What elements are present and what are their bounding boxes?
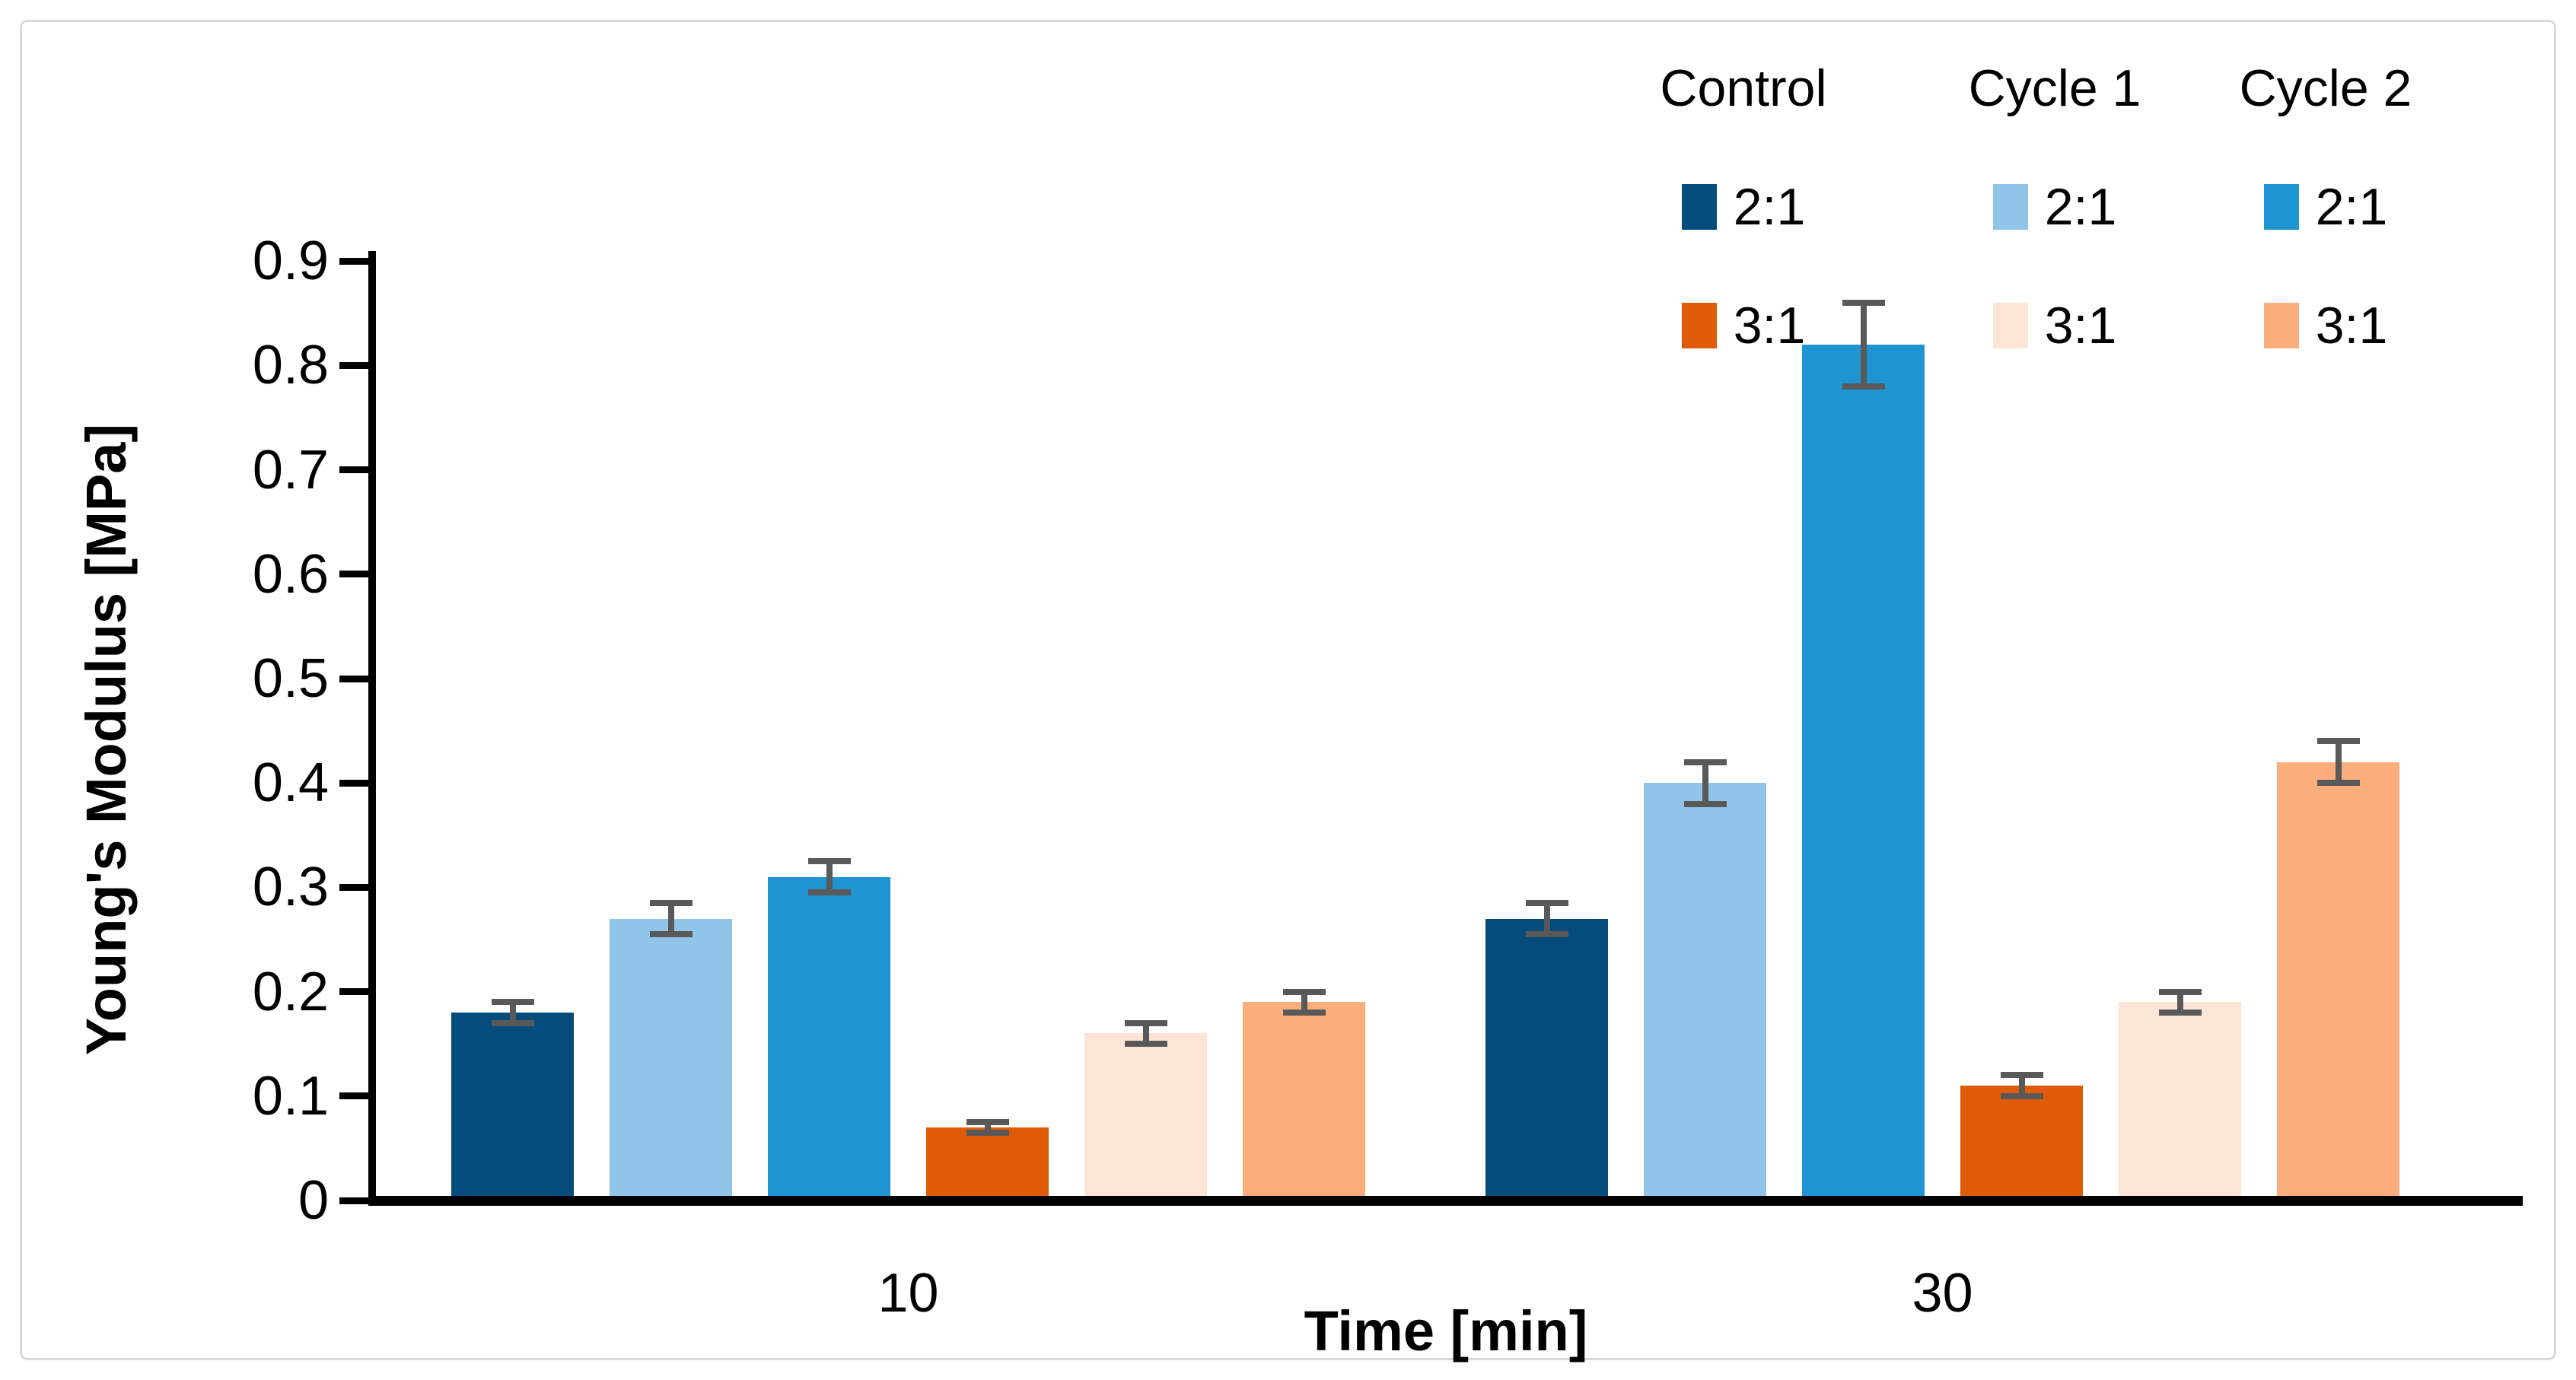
x-axis-title: Time [min] <box>1304 1299 1588 1363</box>
legend-column: Cycle 2 2:1 3:1 <box>2189 53 2463 361</box>
legend-entry: 3:1 <box>2263 291 2388 361</box>
legend-header: Cycle 1 <box>1968 59 2141 117</box>
error-bar-cap-bottom <box>2158 1010 2202 1016</box>
y-tick-label: 0.3 <box>252 857 329 918</box>
error-bar-cap-bottom <box>2316 780 2360 787</box>
error-bar-cap-bottom <box>807 889 851 896</box>
legend-swatch-icon <box>1992 184 2028 230</box>
y-axis-line <box>368 251 376 1206</box>
error-bar-line <box>984 1122 991 1133</box>
error-bar-line <box>1860 303 1867 386</box>
error-bar-cap-bottom <box>1842 383 1885 390</box>
error-bar-cap-bottom <box>1683 800 1727 807</box>
y-axis-tick <box>339 675 368 682</box>
bar <box>451 1013 574 1205</box>
error-bar-cap-bottom <box>1282 1010 1326 1016</box>
error-bar-cap-bottom <box>2000 1092 2043 1099</box>
y-axis-tick <box>339 361 368 369</box>
y-axis-tick <box>339 571 368 578</box>
legend-swatch-icon <box>1681 184 1717 230</box>
legend-swatch-icon <box>1992 303 2028 348</box>
error-bar-cap-top <box>491 999 534 1006</box>
error-bar-cap-top <box>1842 300 1885 307</box>
error-bar-cap-top <box>1282 988 1326 995</box>
legend-swatch-icon <box>2263 303 2299 348</box>
y-axis-tick <box>339 1197 368 1204</box>
error-bar-line <box>2018 1075 2025 1096</box>
error-bar-line <box>1702 762 1708 804</box>
legend-entry: 2:1 <box>1992 172 2117 242</box>
error-bar-cap-bottom <box>491 1019 534 1026</box>
y-tick-label: 0.6 <box>252 543 329 605</box>
legend-label: 3:1 <box>1733 297 1806 355</box>
y-axis-tick <box>339 883 368 891</box>
bar <box>610 918 732 1205</box>
error-bar-line <box>1543 902 1550 935</box>
y-axis-tick <box>339 466 368 474</box>
x-axis-line <box>368 1196 2523 1206</box>
error-bar-line <box>667 902 674 935</box>
legend-column: Control 2:1 3:1 <box>1606 53 1880 361</box>
error-bar-cap-top <box>1525 899 1568 906</box>
y-tick-label: 0.2 <box>252 961 329 1022</box>
y-axis-tick <box>339 988 368 996</box>
legend-label: 2:1 <box>2315 178 2388 236</box>
error-bar-cap-top <box>1683 758 1727 765</box>
bar <box>768 876 890 1205</box>
legend-label: 3:1 <box>2315 297 2388 355</box>
bar <box>1084 1033 1207 1205</box>
legend-entry: 3:1 <box>1681 291 1806 361</box>
bar <box>1644 783 1766 1205</box>
legend-entry: 3:1 <box>1992 291 2117 361</box>
bar <box>1243 1002 1365 1205</box>
legend-swatch-icon <box>2263 184 2299 230</box>
bar <box>1802 344 1925 1205</box>
legend-label: 3:1 <box>2044 297 2117 355</box>
error-bar-cap-top <box>1124 1019 1167 1026</box>
error-bar-line <box>509 1002 516 1023</box>
error-bar-line <box>1301 991 1307 1013</box>
y-tick-label: 0.7 <box>252 439 329 501</box>
error-bar-cap-bottom <box>966 1129 1009 1136</box>
legend-header: Cycle 2 <box>2239 59 2412 117</box>
y-tick-label: 0.8 <box>252 335 329 396</box>
y-tick-label: 0.5 <box>252 648 329 709</box>
bar <box>926 1127 1049 1205</box>
y-tick-label: 0.1 <box>252 1065 329 1127</box>
y-axis-tick <box>339 779 368 787</box>
legend-column: Cycle 1 2:1 3:1 <box>1918 53 2192 361</box>
y-tick-label: 0 <box>298 1170 329 1231</box>
legend-label: 2:1 <box>2044 178 2117 236</box>
error-bar-cap-bottom <box>1124 1041 1167 1048</box>
legend-swatch-icon <box>1681 303 1717 348</box>
error-bar-cap-top <box>966 1119 1009 1126</box>
y-axis-tick <box>339 1092 368 1100</box>
error-bar-cap-bottom <box>1525 931 1568 938</box>
error-bar-cap-top <box>2000 1072 2043 1079</box>
error-bar-line <box>1142 1022 1149 1045</box>
error-bar-cap-top <box>2316 738 2360 745</box>
legend-header: Control <box>1660 59 1827 117</box>
error-bar-cap-bottom <box>649 931 693 938</box>
x-category-label: 10 <box>877 1263 939 1324</box>
bar <box>1960 1086 2083 1205</box>
bar <box>1485 918 1608 1205</box>
x-category-label: 30 <box>1912 1263 1973 1324</box>
y-axis-tick <box>339 257 368 265</box>
legend-entry: 2:1 <box>2263 172 2388 242</box>
error-bar-line <box>826 861 833 893</box>
error-bar-cap-top <box>649 899 693 906</box>
bar <box>2277 762 2399 1205</box>
error-bar-line <box>2335 741 2342 784</box>
y-tick-label: 0.4 <box>252 752 329 814</box>
error-bar-line <box>2176 991 2183 1013</box>
legend-label: 2:1 <box>1733 178 1806 236</box>
error-bar-cap-top <box>2158 988 2202 995</box>
error-bar-cap-top <box>807 858 851 865</box>
y-tick-label: 0.9 <box>252 231 329 292</box>
legend-entry: 2:1 <box>1681 172 1806 242</box>
bar <box>2119 1002 2241 1205</box>
